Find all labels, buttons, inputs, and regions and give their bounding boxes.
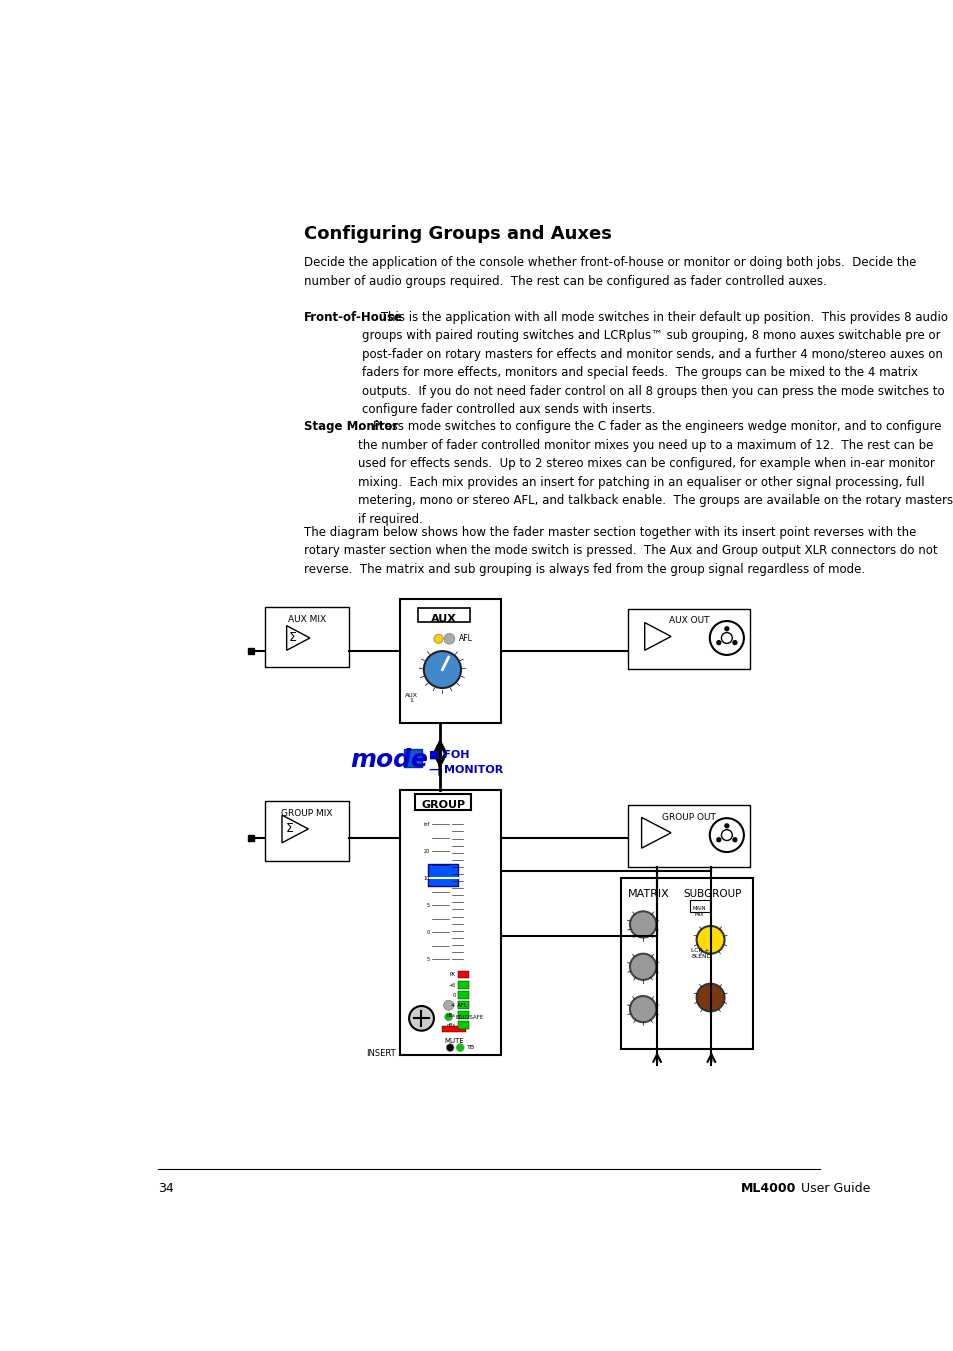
Text: 0: 0 xyxy=(452,993,456,998)
Text: MATRIX: MATRIX xyxy=(627,889,669,898)
Bar xyxy=(428,865,457,886)
Text: GROUP: GROUP xyxy=(420,800,465,811)
Bar xyxy=(404,748,421,767)
Text: GROUP MIX: GROUP MIX xyxy=(281,809,333,817)
Text: — MONITOR: — MONITOR xyxy=(429,766,503,775)
Text: 5: 5 xyxy=(426,957,430,962)
Text: AUX MIX: AUX MIX xyxy=(288,615,326,624)
Text: EDIT/SAFE: EDIT/SAFE xyxy=(456,1015,483,1019)
Text: inf: inf xyxy=(423,821,430,827)
Text: LCR +
BLEND: LCR + BLEND xyxy=(691,947,710,959)
Circle shape xyxy=(724,824,728,828)
Text: ML4000: ML4000 xyxy=(740,1182,796,1194)
Bar xyxy=(457,1021,468,1029)
Text: .    This is the application with all mode switches in their default up position: . This is the application with all mode … xyxy=(361,311,947,416)
Circle shape xyxy=(629,954,656,979)
Bar xyxy=(457,1001,468,1009)
Text: Σ: Σ xyxy=(286,823,294,835)
Text: Stage Monitor: Stage Monitor xyxy=(303,420,397,434)
Bar xyxy=(457,1012,468,1019)
Polygon shape xyxy=(641,817,670,848)
Text: AUX: AUX xyxy=(431,615,456,624)
Circle shape xyxy=(709,621,743,655)
Text: +6: +6 xyxy=(448,982,456,988)
Circle shape xyxy=(443,634,455,644)
Bar xyxy=(627,609,749,669)
Text: 5: 5 xyxy=(426,902,430,908)
Circle shape xyxy=(720,632,732,643)
Bar xyxy=(399,598,500,723)
Text: The diagram below shows how the fader master section together with its insert po: The diagram below shows how the fader ma… xyxy=(303,526,937,576)
Polygon shape xyxy=(286,626,310,650)
Bar xyxy=(457,992,468,1000)
Circle shape xyxy=(444,1013,452,1020)
Text: GROUP OUT: GROUP OUT xyxy=(661,813,715,821)
Bar xyxy=(265,801,348,862)
Text: ■ FOH: ■ FOH xyxy=(429,750,469,761)
Bar xyxy=(417,608,470,621)
Circle shape xyxy=(423,651,460,688)
Circle shape xyxy=(724,627,728,631)
Circle shape xyxy=(696,925,723,954)
Text: 10: 10 xyxy=(423,875,430,881)
Polygon shape xyxy=(282,815,308,843)
Bar xyxy=(457,981,468,989)
Text: User Guide: User Guide xyxy=(797,1182,870,1194)
Bar xyxy=(265,607,348,667)
Text: 0: 0 xyxy=(426,929,430,935)
Text: AUX OUT: AUX OUT xyxy=(668,616,708,626)
Text: dBs: dBs xyxy=(446,1023,456,1028)
Text: Front-of-House: Front-of-House xyxy=(303,311,402,324)
Circle shape xyxy=(629,996,656,1023)
Circle shape xyxy=(446,1044,454,1051)
Bar xyxy=(415,794,471,809)
Circle shape xyxy=(720,830,732,840)
Circle shape xyxy=(716,640,720,644)
Circle shape xyxy=(732,640,736,644)
Bar xyxy=(442,1025,465,1032)
Text: TB: TB xyxy=(467,1046,475,1050)
Text: mode: mode xyxy=(350,748,428,773)
Bar xyxy=(248,648,253,654)
Text: INSERT: INSERT xyxy=(366,1050,395,1058)
Text: AUX
1: AUX 1 xyxy=(404,693,417,704)
Polygon shape xyxy=(644,623,670,650)
Circle shape xyxy=(696,984,723,1012)
Circle shape xyxy=(443,1000,454,1011)
Text: .   Press mode switches to configure the C fader as the engineers wedge monitor,: . Press mode switches to configure the C… xyxy=(357,420,952,526)
Text: 34: 34 xyxy=(158,1182,173,1194)
Circle shape xyxy=(629,912,656,938)
Text: PK: PK xyxy=(449,971,456,977)
Circle shape xyxy=(409,1006,434,1031)
Bar xyxy=(457,970,468,978)
Text: MUTE: MUTE xyxy=(444,1038,463,1043)
Text: Decide the application of the console whether front-of-house or monitor or doing: Decide the application of the console wh… xyxy=(303,257,915,288)
Text: Configuring Groups and Auxes: Configuring Groups and Auxes xyxy=(303,226,611,243)
Text: -4: -4 xyxy=(450,1002,456,1008)
Circle shape xyxy=(716,838,720,842)
Text: dBs: dBs xyxy=(446,1013,456,1017)
Text: Σ: Σ xyxy=(289,631,296,644)
Bar xyxy=(248,835,253,842)
Circle shape xyxy=(434,634,443,643)
Bar xyxy=(627,805,749,867)
Text: SUBGROUP: SUBGROUP xyxy=(682,889,741,898)
Bar xyxy=(689,900,709,912)
Text: 20: 20 xyxy=(423,848,430,854)
Circle shape xyxy=(732,838,736,842)
Text: AFL: AFL xyxy=(456,1002,468,1008)
Bar xyxy=(620,878,753,1050)
Circle shape xyxy=(456,1044,464,1051)
Text: AFL: AFL xyxy=(458,634,472,643)
Text: MAIN
MIX: MAIN MIX xyxy=(692,907,706,917)
Bar xyxy=(399,790,500,1055)
Circle shape xyxy=(709,819,743,852)
